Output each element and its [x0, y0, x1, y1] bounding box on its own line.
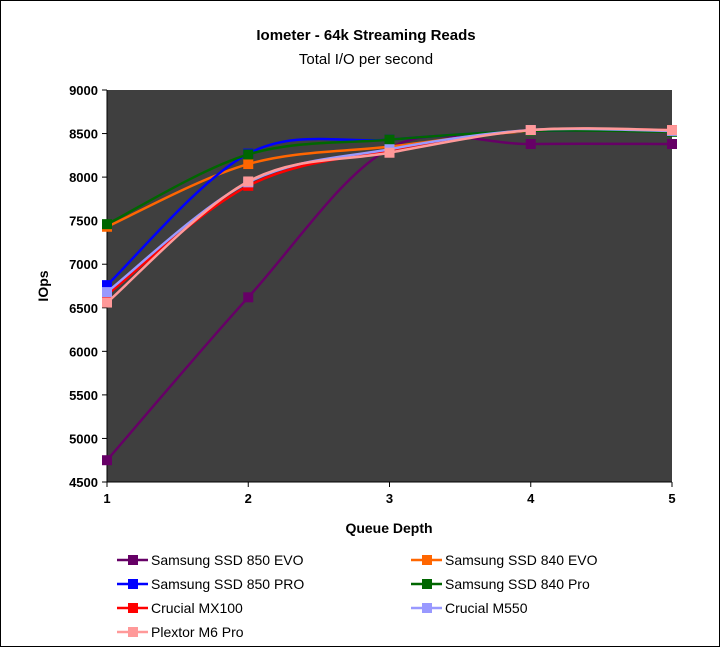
legend-item: Plextor M6 Pro	[117, 624, 244, 640]
data-point	[243, 159, 254, 170]
data-point	[102, 219, 112, 230]
y-axis-title: IOps	[35, 270, 51, 301]
legend-marker-swatch	[128, 555, 138, 565]
legend-label: Crucial MX100	[151, 600, 243, 616]
data-point	[525, 125, 536, 136]
chart-title: Iometer - 64k Streaming Reads	[256, 27, 475, 44]
data-point	[243, 292, 254, 303]
y-tick-label: 7500	[69, 214, 98, 229]
data-point	[667, 125, 677, 136]
legend-label: Samsung SSD 850 PRO	[151, 576, 304, 592]
y-tick-label: 4500	[69, 475, 98, 490]
legend-item: Samsung SSD 850 PRO	[117, 576, 304, 592]
data-point	[384, 134, 395, 145]
series-plextor-m6-pro	[102, 125, 677, 308]
y-tick-label: 6500	[69, 301, 98, 316]
x-axis: 1 2 3 4 5	[103, 481, 676, 506]
legend-item: Samsung SSD 850 EVO	[117, 552, 304, 568]
y-tick-label: 8000	[69, 170, 98, 185]
legend-label: Samsung SSD 850 EVO	[151, 552, 304, 568]
legend-item: Crucial M550	[411, 600, 528, 616]
legend-marker-swatch	[422, 603, 432, 613]
y-tick-label: 5500	[69, 388, 98, 403]
y-tick-label: 6000	[69, 344, 98, 359]
x-tick-label: 1	[103, 491, 110, 506]
y-tick-label: 9000	[69, 83, 98, 98]
legend-item: Crucial MX100	[117, 600, 243, 616]
legend-label: Plextor M6 Pro	[151, 624, 244, 640]
data-point	[243, 176, 254, 187]
y-tick-label: 8500	[69, 127, 98, 142]
legend-marker-swatch	[128, 627, 138, 637]
legend-label: Crucial M550	[445, 600, 528, 616]
x-tick-label: 3	[386, 491, 393, 506]
x-tick-label: 2	[245, 491, 252, 506]
data-point	[102, 297, 112, 308]
legend-marker-swatch	[128, 603, 138, 613]
legend-label: Samsung SSD 840 Pro	[445, 576, 590, 592]
data-point	[384, 147, 395, 158]
y-tick-label: 5000	[69, 431, 98, 446]
data-point	[102, 287, 112, 298]
data-point	[102, 455, 112, 466]
x-axis-title: Queue Depth	[345, 520, 432, 536]
legend-label: Samsung SSD 840 EVO	[445, 552, 598, 568]
x-tick-label: 5	[668, 491, 675, 506]
data-point	[243, 149, 254, 160]
series-layer	[102, 125, 677, 466]
legend-marker-swatch	[422, 555, 432, 565]
legend-marker-swatch	[422, 579, 432, 589]
data-point	[667, 139, 677, 150]
legend-item: Samsung SSD 840 Pro	[411, 576, 590, 592]
legend-item: Samsung SSD 840 EVO	[411, 552, 598, 568]
legend: Samsung SSD 850 EVO Samsung SSD 840 EVO Sa…	[117, 552, 598, 640]
data-point	[102, 280, 112, 291]
y-tick-label: 7000	[69, 257, 98, 272]
series-line	[106, 134, 673, 462]
y-axis: 4500 5000 5500 6000 6500 7000 7500 8000 8500 9000	[69, 83, 108, 490]
data-point	[525, 139, 536, 150]
x-tick-label: 4	[527, 491, 535, 506]
series-line	[106, 127, 673, 304]
legend-marker-swatch	[128, 579, 138, 589]
chart-subtitle: Total I/O per second	[299, 51, 433, 68]
